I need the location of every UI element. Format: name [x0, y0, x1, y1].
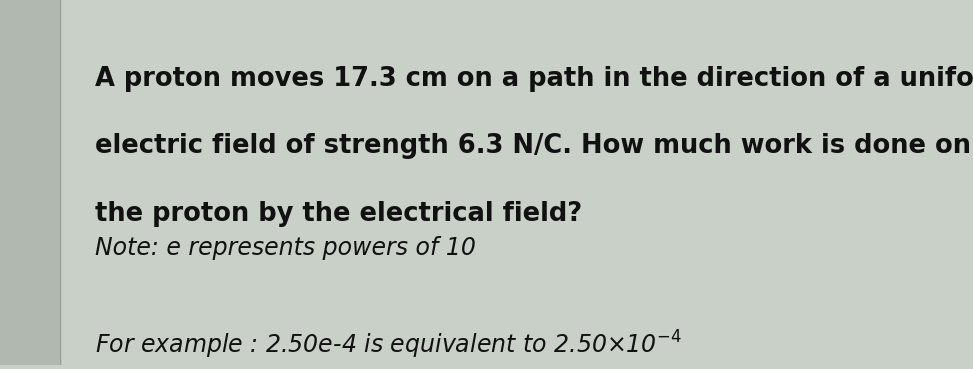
Text: For example : 2.50e-4 is equivalent to 2.50×10$^{-4}$: For example : 2.50e-4 is equivalent to 2…	[95, 329, 682, 361]
Text: A proton moves 17.3 cm on a path in the direction of a uniform: A proton moves 17.3 cm on a path in the …	[95, 66, 973, 92]
Text: electric field of strength 6.3 N/C. How much work is done on: electric field of strength 6.3 N/C. How …	[95, 133, 971, 159]
Text: Note: e represents powers of 10: Note: e represents powers of 10	[95, 235, 477, 259]
Bar	[0, 0, 60, 365]
Text: the proton by the electrical field?: the proton by the electrical field?	[95, 201, 583, 227]
